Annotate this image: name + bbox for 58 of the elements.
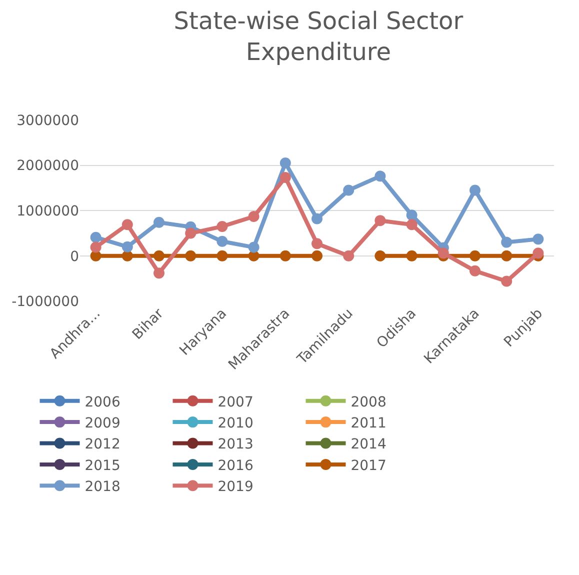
- point: [185, 228, 196, 239]
- legend-label: 2008: [350, 394, 386, 410]
- point: [248, 210, 260, 222]
- point: [374, 250, 386, 262]
- point: [438, 248, 449, 259]
- legend-label: 2007: [218, 394, 254, 410]
- legend-label: 2018: [84, 479, 120, 496]
- chart-title: State-wise Social Sector Expenditure: [174, 6, 464, 66]
- point: [154, 250, 164, 262]
- point: [374, 170, 386, 182]
- point: [406, 250, 418, 262]
- legend-label: 2015: [84, 458, 120, 474]
- point: [343, 184, 354, 196]
- legend-label: 2006: [84, 394, 120, 410]
- legend-label: 2009: [84, 416, 120, 432]
- point: [532, 234, 544, 245]
- point: [122, 250, 133, 262]
- point: [470, 184, 480, 196]
- legend-label: 2010: [218, 416, 254, 432]
- point: [90, 242, 102, 253]
- point: [216, 236, 228, 247]
- point: [470, 265, 480, 276]
- point: [312, 238, 322, 250]
- y-tick-label: 0: [70, 248, 79, 265]
- point: [248, 242, 260, 253]
- legend-label: 2017: [350, 458, 386, 474]
- point: [216, 250, 228, 262]
- point: [501, 250, 512, 262]
- legend-label: 2019: [218, 479, 254, 496]
- point: [312, 250, 322, 262]
- point: [406, 210, 418, 221]
- legend-label: 2011: [350, 416, 386, 432]
- point: [90, 232, 102, 243]
- y-tick-label: -1000000: [12, 294, 79, 310]
- y-tick-label: 1000000: [16, 204, 79, 220]
- legend-label: 2016: [218, 458, 254, 474]
- legend-label: 2012: [84, 436, 120, 453]
- point: [154, 268, 164, 279]
- y-tick-label: 3000000: [16, 112, 79, 129]
- point: [343, 250, 354, 262]
- point: [280, 172, 291, 184]
- point: [532, 248, 544, 259]
- point: [312, 213, 322, 224]
- point: [501, 236, 512, 248]
- point: [501, 276, 512, 287]
- legend-label: 2014: [350, 436, 386, 453]
- point: [470, 250, 480, 262]
- point: [280, 158, 291, 169]
- point: [216, 220, 228, 232]
- point: [280, 250, 291, 262]
- point: [374, 215, 386, 226]
- point: [122, 241, 133, 252]
- point: [122, 219, 133, 230]
- point: [185, 250, 196, 262]
- point: [154, 216, 164, 228]
- y-tick-label: 2000000: [16, 158, 79, 174]
- point: [406, 219, 418, 230]
- legend-label: 2013: [218, 436, 254, 453]
